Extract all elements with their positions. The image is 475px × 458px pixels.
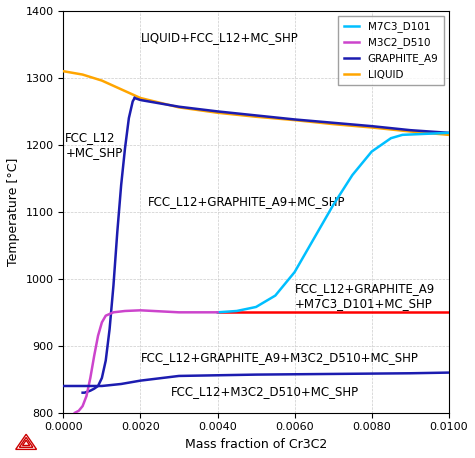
- Text: FCC_L12+GRAPHITE_A9
+M7C3_D101+MC_SHP: FCC_L12+GRAPHITE_A9 +M7C3_D101+MC_SHP: [294, 282, 435, 310]
- Text: FCC_L12+GRAPHITE_A9+MC_SHP: FCC_L12+GRAPHITE_A9+MC_SHP: [148, 195, 346, 208]
- Text: FCC_L12+M3C2_D510+MC_SHP: FCC_L12+M3C2_D510+MC_SHP: [171, 385, 360, 398]
- Legend: M7C3_D101, M3C2_D510, GRAPHITE_A9, LIQUID: M7C3_D101, M3C2_D510, GRAPHITE_A9, LIQUI…: [338, 16, 444, 85]
- X-axis label: Mass fraction of Cr3C2: Mass fraction of Cr3C2: [185, 438, 327, 451]
- Text: FCC_L12
+MC_SHP: FCC_L12 +MC_SHP: [65, 131, 123, 159]
- Y-axis label: Temperature [°C]: Temperature [°C]: [7, 158, 20, 266]
- Text: FCC_L12+GRAPHITE_A9+M3C2_D510+MC_SHP: FCC_L12+GRAPHITE_A9+M3C2_D510+MC_SHP: [141, 351, 418, 365]
- Text: LIQUID+FCC_L12+MC_SHP: LIQUID+FCC_L12+MC_SHP: [141, 31, 298, 44]
